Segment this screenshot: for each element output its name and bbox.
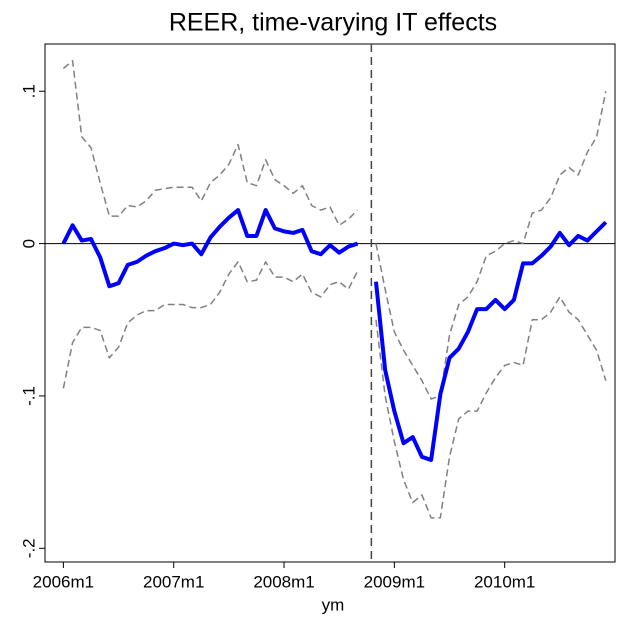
x-tick-label: 2009m1 (364, 572, 425, 591)
y-tick-label: .1 (19, 84, 38, 98)
x-tick-label: 2006m1 (33, 572, 94, 591)
x-tick-label: 2008m1 (253, 572, 314, 591)
x-tick-label: 2010m1 (474, 572, 535, 591)
x-tick-label: 2007m1 (143, 572, 204, 591)
y-tick-label: -.2 (19, 538, 38, 558)
series-line (62, 261, 607, 519)
y-tick-label: 0 (19, 239, 38, 248)
x-axis-label: ym (322, 595, 345, 614)
series-line (62, 60, 607, 400)
series-line (61, 208, 608, 462)
chart-title: REER, time-varying IT effects (169, 9, 497, 37)
plot-frame (44, 43, 616, 563)
y-tick-label: -.1 (19, 386, 38, 406)
